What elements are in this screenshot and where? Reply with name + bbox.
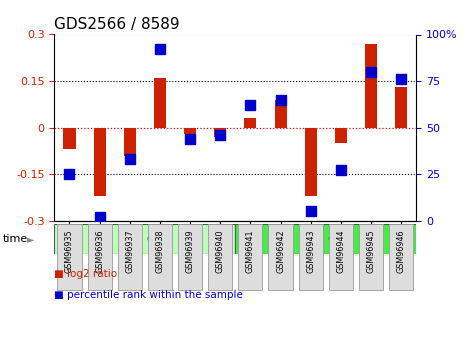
Text: GSM96943: GSM96943: [306, 229, 315, 273]
FancyBboxPatch shape: [238, 224, 263, 290]
Bar: [214, 128, 226, 137]
Bar: [154, 78, 166, 128]
Text: 2 d: 2 d: [135, 233, 155, 245]
Text: GSM96945: GSM96945: [367, 229, 376, 273]
Text: GSM96938: GSM96938: [156, 229, 165, 273]
FancyBboxPatch shape: [269, 224, 293, 290]
Bar: [63, 128, 76, 149]
Point: [186, 136, 194, 141]
Point: [246, 102, 254, 108]
Bar: [124, 128, 136, 156]
Point: [96, 214, 104, 220]
Bar: [184, 128, 196, 134]
FancyBboxPatch shape: [208, 224, 232, 290]
Text: GSM96939: GSM96939: [185, 229, 194, 273]
Bar: [94, 128, 105, 196]
Text: 5 d: 5 d: [316, 233, 336, 245]
FancyBboxPatch shape: [178, 224, 202, 290]
Point: [277, 97, 284, 102]
Bar: [305, 128, 317, 196]
Text: GSM96941: GSM96941: [246, 229, 255, 273]
FancyBboxPatch shape: [329, 224, 353, 290]
Text: ■ percentile rank within the sample: ■ percentile rank within the sample: [54, 290, 243, 300]
Text: GSM96946: GSM96946: [397, 229, 406, 273]
Text: time: time: [2, 234, 27, 244]
FancyBboxPatch shape: [54, 224, 235, 254]
FancyBboxPatch shape: [389, 224, 413, 290]
Point: [367, 69, 375, 75]
Point: [337, 168, 345, 173]
Point: [156, 47, 164, 52]
FancyBboxPatch shape: [118, 224, 142, 290]
Text: GSM96944: GSM96944: [336, 229, 345, 273]
Point: [66, 171, 73, 177]
Point: [307, 209, 315, 214]
Point: [397, 77, 405, 82]
Text: GSM96935: GSM96935: [65, 229, 74, 273]
Point: [126, 157, 133, 162]
Bar: [245, 118, 256, 128]
Text: GSM96942: GSM96942: [276, 229, 285, 273]
Text: ■ log2 ratio: ■ log2 ratio: [54, 269, 117, 279]
FancyBboxPatch shape: [88, 224, 112, 290]
Text: GSM96936: GSM96936: [95, 229, 104, 273]
Text: GSM96940: GSM96940: [216, 229, 225, 273]
FancyBboxPatch shape: [57, 224, 81, 290]
Text: GSM96937: GSM96937: [125, 229, 134, 273]
Bar: [274, 100, 287, 128]
Point: [217, 132, 224, 138]
FancyBboxPatch shape: [359, 224, 383, 290]
Bar: [335, 128, 347, 143]
FancyBboxPatch shape: [235, 224, 416, 254]
FancyBboxPatch shape: [148, 224, 172, 290]
Text: ►: ►: [27, 234, 35, 244]
Bar: [365, 44, 377, 128]
FancyBboxPatch shape: [298, 224, 323, 290]
Bar: [395, 87, 407, 128]
Text: GDS2566 / 8589: GDS2566 / 8589: [54, 17, 180, 32]
